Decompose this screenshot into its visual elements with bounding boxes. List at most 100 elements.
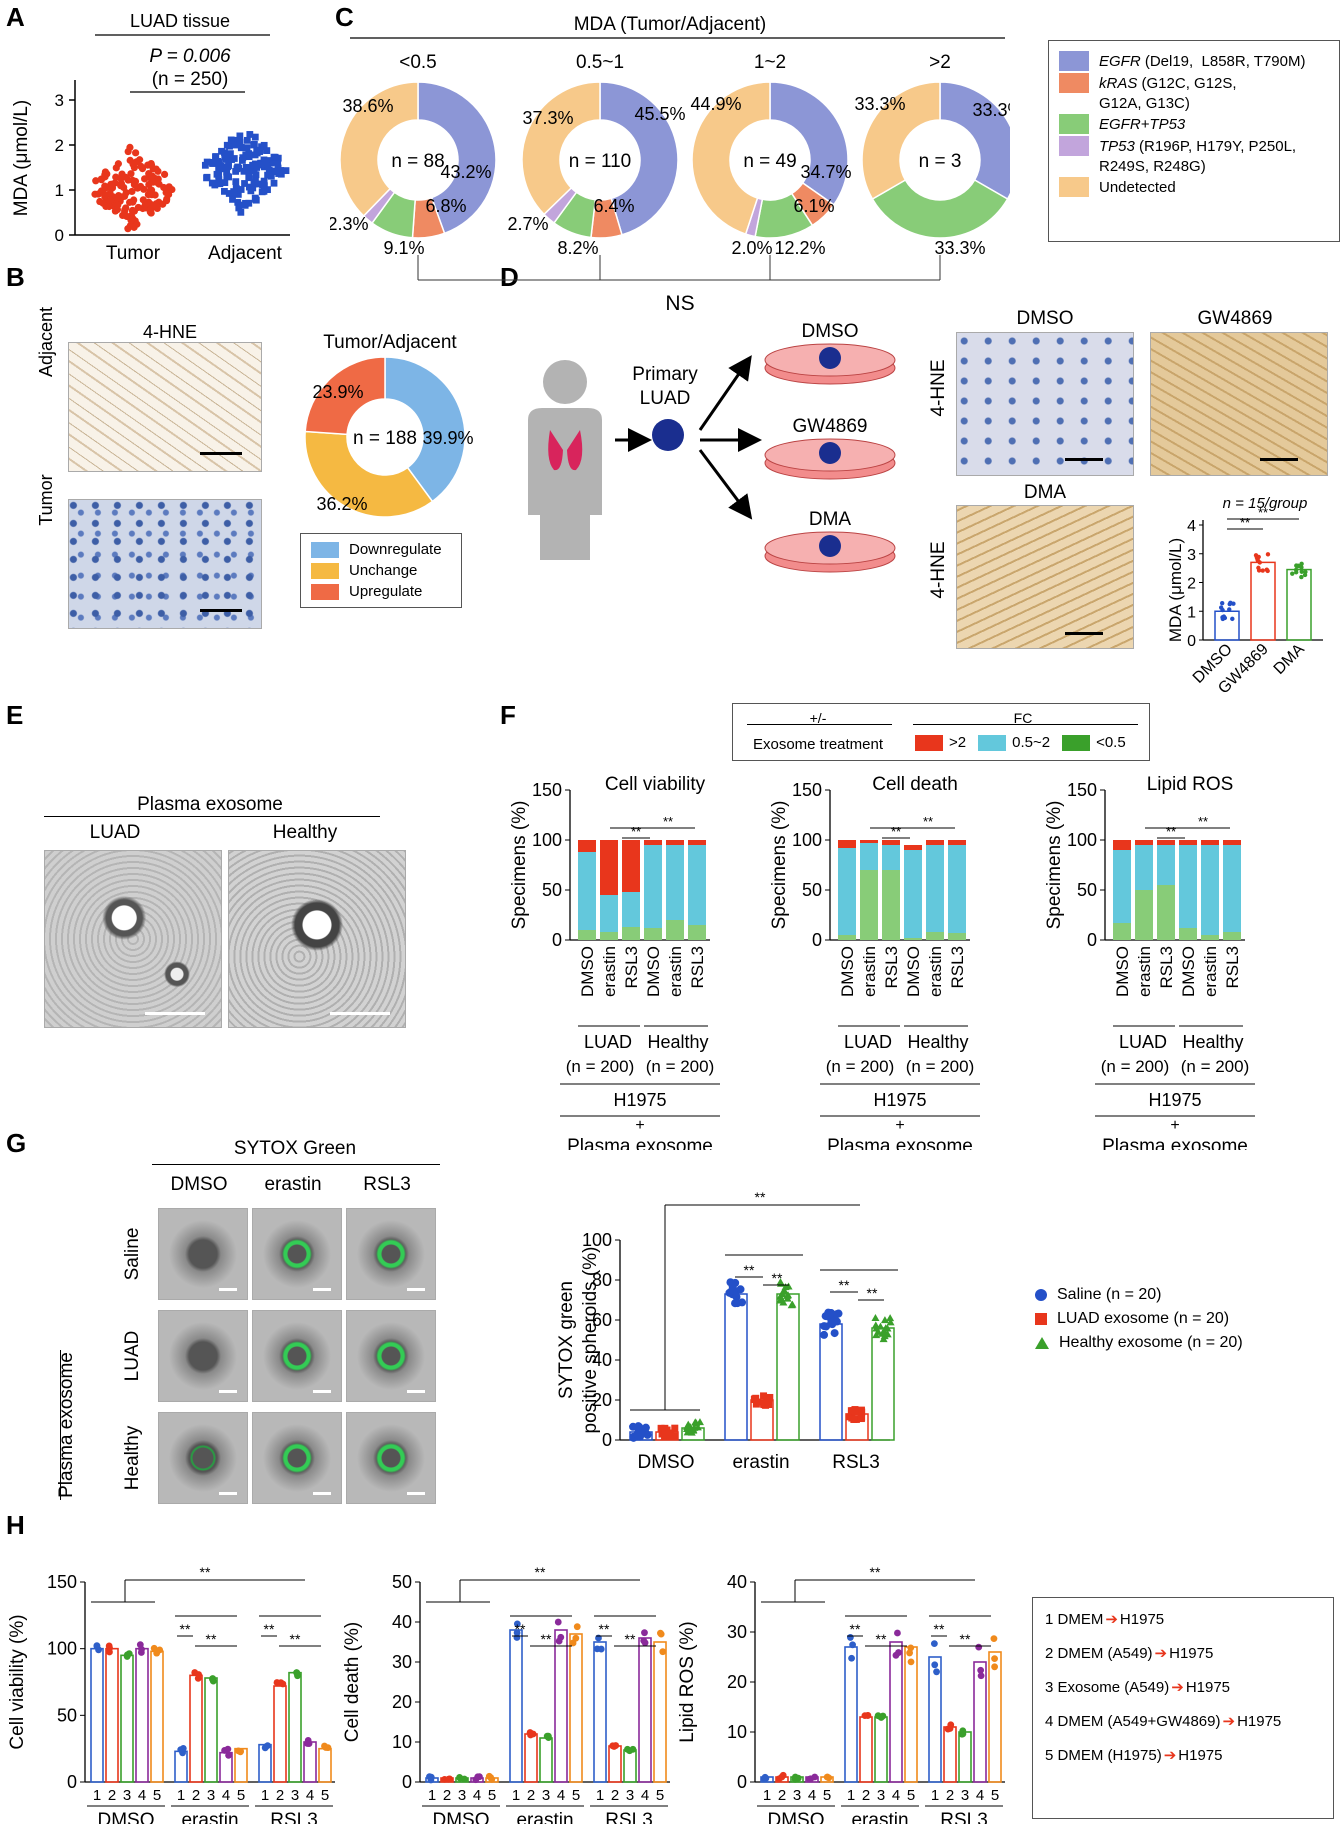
panel-h-point <box>991 1663 999 1671</box>
panel-a-point <box>242 163 250 171</box>
panel-e-col-luad: LUAD <box>89 822 141 843</box>
panel-c-slice <box>861 81 941 201</box>
panel-h-group: erastin <box>851 1810 908 1824</box>
lungs-icon <box>548 430 583 471</box>
panel-h-ytick: 20 <box>727 1672 747 1692</box>
panel-g-point <box>666 1432 674 1440</box>
panel-g-point <box>671 1424 679 1432</box>
panel-c-percent-label: 34.7% <box>800 162 851 182</box>
panel-a-point <box>232 167 240 175</box>
panel-a-point <box>228 156 235 163</box>
panel-h-point <box>445 1775 453 1783</box>
panel-a-point <box>215 176 223 183</box>
panel-g-bar <box>750 1399 774 1441</box>
panel-c-percent-label: 33.3% <box>854 94 905 114</box>
panel-a-ytick: 0 <box>55 226 64 245</box>
panel-a-point <box>242 199 249 207</box>
panel-a-point <box>259 181 266 189</box>
panel-h-xnum: 5 <box>823 1787 831 1804</box>
scale-bar <box>200 452 242 455</box>
panel-f-ytick: 50 <box>542 880 562 900</box>
panel-c-slice <box>871 178 1009 239</box>
panel-f-n: (n = 200) <box>906 1057 975 1076</box>
legend-label-lt05: <0.5 <box>1096 734 1126 751</box>
panel-h-xnum: 2 <box>778 1787 786 1804</box>
panel-d-point <box>1227 607 1232 612</box>
panel-a-point <box>223 168 231 176</box>
panel-g-ytick: 20 <box>592 1390 612 1410</box>
panel-h-xnum: 3 <box>458 1787 466 1804</box>
panel-a-point <box>249 184 257 192</box>
panel-a-point <box>277 167 285 174</box>
panel-g-point <box>760 1392 768 1400</box>
panel-a-point <box>250 167 258 175</box>
panel-h-point <box>487 1774 495 1781</box>
panel-h-point <box>959 1727 967 1735</box>
panel-f-bar-segment <box>882 870 900 940</box>
panel-h-point <box>931 1661 939 1669</box>
panel-d-n-group: n = 15/group <box>1223 495 1308 512</box>
panel-g-micrograph <box>252 1310 342 1402</box>
panel-d-sig: ** <box>1258 505 1268 520</box>
panel-c-slice <box>599 81 679 236</box>
panel-a-point <box>221 149 228 157</box>
panel-h-bar <box>318 1747 332 1783</box>
panel-h-bar <box>623 1749 637 1783</box>
panel-c-percent-label: 38.6% <box>342 96 393 116</box>
panel-c-percent-label: 44.9% <box>690 94 741 114</box>
panel-g-micrograph <box>252 1208 342 1300</box>
panel-h-xnum: 2 <box>108 1787 116 1804</box>
panel-g-point <box>820 1322 829 1331</box>
panel-b-center: n = 188 <box>353 428 417 449</box>
panel-h-point <box>221 1747 228 1754</box>
panel-a-point <box>263 147 271 154</box>
panel-h-point <box>555 1637 563 1645</box>
panel-g-point <box>857 1406 865 1414</box>
panel-h-point <box>794 1774 802 1782</box>
panel-d-bar <box>1214 610 1240 641</box>
panel-h-bar <box>988 1651 1002 1783</box>
panel-g-side-label: Plasma exosome <box>56 1352 77 1498</box>
panel-h-point <box>641 1629 648 1637</box>
panel-f-bar-segment <box>1223 932 1241 940</box>
panel-c-group-label: >2 <box>929 52 951 73</box>
panel-h-sig: ** <box>876 1631 887 1647</box>
legend-swatch-upregulate <box>311 583 339 600</box>
scale-bar <box>145 1012 205 1015</box>
panel-g-micrograph <box>346 1412 436 1504</box>
panel-h-ytick: 10 <box>727 1722 747 1742</box>
scale-bar <box>407 1288 425 1291</box>
panel-h-sig: ** <box>290 1631 301 1647</box>
panel-c-legend-item: R249S, R248G) <box>1059 158 1329 175</box>
panel-g-micrograph <box>346 1208 436 1300</box>
panel-a-point <box>245 167 253 175</box>
panel-g-point <box>695 1418 704 1426</box>
panel-f-group-luad: LUAD <box>844 1032 892 1052</box>
panel-h-xnum: 5 <box>237 1787 245 1804</box>
panel-c-legend: EGFR (Del19, L858R, T790M) kRAS (G12C, G1… <box>1048 40 1340 242</box>
panel-c-title: MDA (Tumor/Adjacent) <box>574 14 767 35</box>
panel-f-ytick: 100 <box>792 830 822 850</box>
panel-h-point <box>304 1737 312 1744</box>
panel-f-bar-segment <box>1179 840 1197 845</box>
panel-g-point <box>690 1423 699 1431</box>
panel-g-point <box>752 1394 760 1402</box>
panel-e-col-healthy: Healthy <box>272 822 338 843</box>
panel-a-point <box>92 177 100 185</box>
panel-h-xnum: 4 <box>473 1787 481 1804</box>
panel-a-chart: LUAD tissue P = 0.006 (n = 250) 0 1 2 3 MDA… <box>11 11 290 264</box>
panel-a-point <box>237 201 245 209</box>
panel-c-legend-item: kRAS (G12C, G12S, <box>1059 73 1329 93</box>
panel-g-point <box>732 1292 741 1301</box>
red-arrow-icon: ➔ <box>1154 1644 1168 1662</box>
panel-a-point <box>144 190 152 199</box>
panel-a-point <box>229 195 236 203</box>
panel-h-xnum: 5 <box>991 1787 999 1804</box>
panel-a-point <box>165 190 173 199</box>
scale-bar <box>407 1390 425 1393</box>
panel-b-row-label-adjacent: Adjacent <box>36 306 56 378</box>
panel-f-bar-segment <box>904 845 922 850</box>
panel-h-point <box>947 1721 955 1729</box>
panel-c-percent-label: 6.8% <box>425 196 466 216</box>
panel-letter-e: E <box>6 700 24 730</box>
